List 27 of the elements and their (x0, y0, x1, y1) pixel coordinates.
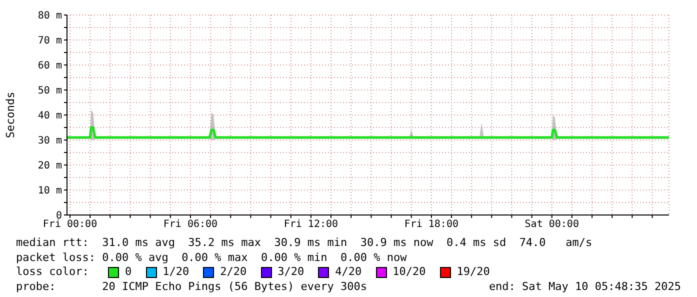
y-tick-label: 10 m (38, 186, 62, 197)
legend-label: 2/20 (220, 265, 247, 280)
legend-label: 3/20 (278, 265, 304, 280)
y-tick-label: 30 m (38, 136, 62, 147)
x-tick-label: Sat 00:00 (524, 219, 579, 230)
legend-label: 1/20 (162, 265, 190, 280)
x-tick-label: Fri 12:00 (284, 219, 338, 230)
text: end: Sat May 10 05:48:35 2025 (488, 280, 681, 294)
text: median rtt: 31.0 ms avg 35.2 ms max 30.9 ms min 30.9 ms now 0.4 ms sd 74.0 am/s (16, 236, 594, 250)
y-tick-label: 80 m (38, 10, 62, 22)
y-tick-label: 0 (56, 210, 62, 222)
y-tick-label: 70 m (38, 36, 62, 47)
y-tick-label: 40 m (38, 110, 62, 122)
legend-label: 19/20 (456, 265, 490, 280)
y-tick-label: 20 m (38, 160, 62, 172)
y-tick-label: 60 m (38, 60, 62, 72)
legend-title: loss color: (16, 265, 90, 280)
legend-label: 0 (125, 265, 132, 280)
x-tick-label: Fri 06:00 (163, 219, 218, 230)
legend-label: 4/20 (335, 265, 362, 280)
y-axis-title: Seconds (4, 92, 17, 138)
text: probe: 20 ICMP Echo Pings (56 Bytes) every 300s (16, 280, 367, 294)
text: packet loss: 0.00 % avg 0.00 % max 0.00 % min 0.00 % now (16, 250, 408, 265)
y-tick-label: 50 m (38, 86, 62, 97)
x-tick-label: Fri 18:00 (404, 219, 459, 230)
legend-label: 10/20 (392, 265, 426, 280)
x-tick-label: Fri 00:00 (42, 219, 98, 230)
